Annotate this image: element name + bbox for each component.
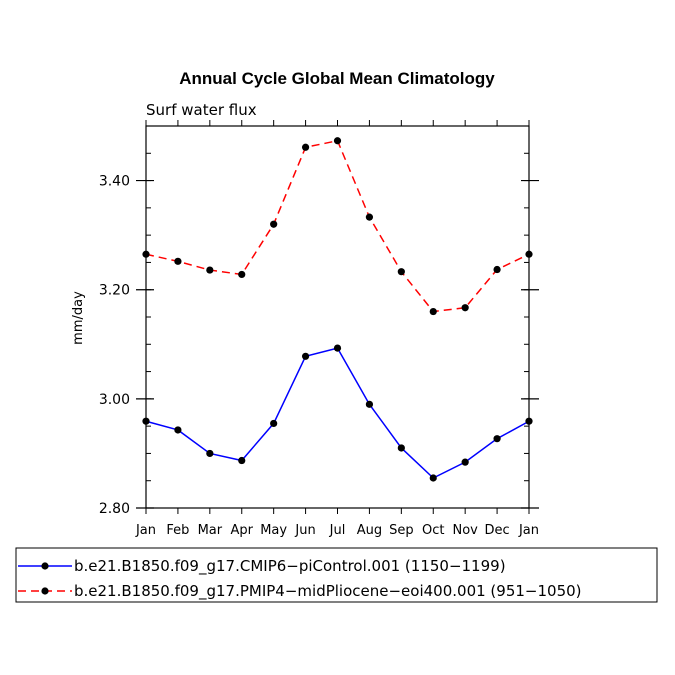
- legend: b.e21.B1850.f09_g17.CMIP6−piControl.001 …: [15, 547, 658, 603]
- series-1-point: [238, 456, 246, 465]
- x-tick-label: May: [260, 523, 287, 538]
- series-1-point: [174, 426, 182, 434]
- x-tick-label: Jul: [329, 523, 346, 538]
- series-1-point: [429, 474, 437, 482]
- series-2-point: [461, 304, 469, 312]
- series-2-point: [301, 143, 310, 151]
- x-tick-label: Oct: [422, 523, 444, 538]
- chart-subtitle: Surf water flux: [146, 101, 257, 119]
- series-2-point: [206, 266, 214, 274]
- x-tick-label: Dec: [485, 523, 510, 538]
- legend-items: b.e21.B1850.f09_g17.CMIP6−piControl.001 …: [18, 557, 582, 601]
- x-tick-label: Jun: [294, 523, 315, 538]
- major-ticks: [136, 120, 539, 514]
- series-2-point: [493, 265, 501, 274]
- legend-marker-2: [41, 587, 49, 595]
- plot-frame: [145, 125, 530, 509]
- series-2-point: [397, 268, 405, 276]
- x-tick-label: Jan: [518, 523, 539, 538]
- series-line-2: [145, 139, 530, 313]
- series-1-point: [397, 444, 405, 452]
- x-tick-label: Aug: [357, 523, 382, 538]
- y-axis-label: mm/day: [71, 291, 86, 345]
- series-2-point: [238, 270, 246, 279]
- x-tick-label: Nov: [452, 523, 478, 538]
- series-1-point: [270, 419, 278, 428]
- series-layer: [142, 137, 533, 482]
- series-1-point: [206, 449, 214, 458]
- series-2-point: [365, 213, 374, 221]
- series-2-point: [270, 220, 278, 228]
- series-1-point: [301, 352, 310, 360]
- x-tick-labels: Jan Feb Mar Apr May Jun Jul Aug Sep Oct Nov Dec Jan: [135, 523, 539, 538]
- series-line-1: [145, 347, 530, 479]
- chart-title: Annual Cycle Global Mean Climatology: [179, 69, 495, 88]
- series-1-point: [461, 458, 469, 466]
- series-1-point: [493, 435, 501, 443]
- series-2-point: [429, 307, 437, 316]
- series-2-point: [333, 137, 342, 145]
- y-tick-label: 3.40: [99, 174, 130, 190]
- x-tick-label: Feb: [166, 523, 189, 538]
- legend-marker-1: [41, 562, 49, 570]
- minor-ticks: [146, 125, 529, 509]
- legend-label-1: b.e21.B1850.f09_g17.CMIP6−piControl.001 …: [74, 557, 506, 576]
- x-tick-label: Jan: [135, 523, 156, 538]
- x-tick-label: Apr: [231, 523, 254, 538]
- series-1-point: [365, 400, 374, 408]
- legend-label-2: b.e21.B1850.f09_g17.PMIP4−midPliocene−eo…: [74, 582, 582, 601]
- legend-box: [15, 547, 658, 603]
- y-tick-label: 2.80: [99, 501, 130, 517]
- x-tick-label: Sep: [389, 523, 414, 538]
- series-1-point: [333, 344, 342, 352]
- y-tick-label: 3.20: [99, 283, 130, 299]
- y-tick-labels: 2.80 3.00 3.20 3.40: [99, 174, 130, 517]
- series-2-point: [174, 257, 182, 265]
- y-tick-label: 3.00: [99, 392, 130, 408]
- x-tick-label: Mar: [198, 523, 223, 538]
